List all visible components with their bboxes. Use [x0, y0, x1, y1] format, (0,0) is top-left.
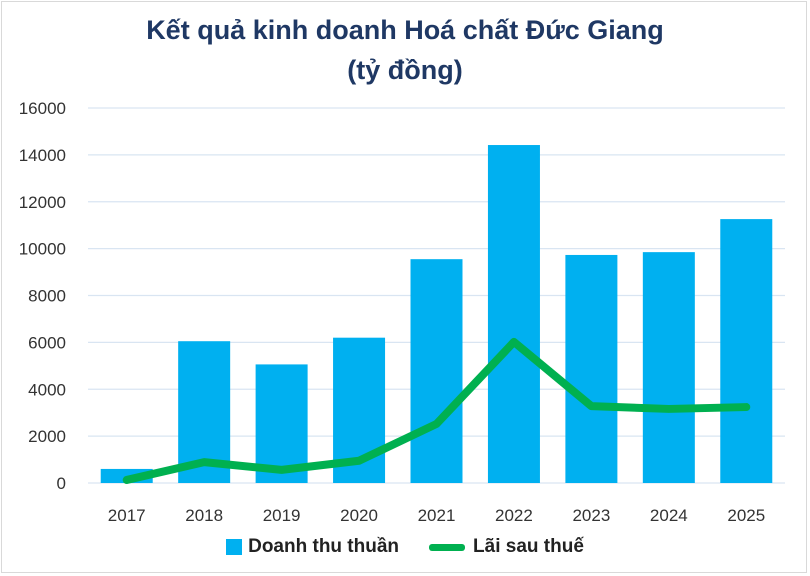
x-tick-label: 2025	[727, 506, 765, 525]
bar-2023	[565, 254, 618, 483]
bar-2021	[410, 259, 463, 483]
legend: Doanh thu thuần Lãi sau thuế	[0, 536, 810, 558]
x-tick-label: 2020	[340, 506, 378, 525]
x-tick-label: 2017	[108, 506, 146, 525]
x-tick-label: 2021	[418, 506, 456, 525]
legend-swatch-revenue	[226, 539, 243, 555]
x-tick-label: 2023	[572, 506, 610, 525]
x-tick-label: 2018	[185, 506, 223, 525]
y-tick-label: 6000	[28, 333, 66, 352]
bar-2025	[720, 219, 773, 483]
legend-label-revenue: Doanh thu thuần	[248, 536, 400, 557]
y-tick-label: 10000	[19, 240, 66, 259]
x-tick-label: 2022	[495, 506, 533, 525]
bar-2022	[487, 145, 540, 483]
bar-2019	[255, 364, 308, 483]
legend-swatch-profit	[429, 543, 466, 551]
chart-subtitle: (tỷ đồng)	[347, 55, 463, 85]
x-tick-label: 2024	[650, 506, 688, 525]
y-tick-label: 14000	[19, 146, 66, 165]
y-tick-label: 2000	[28, 427, 66, 446]
bar-2024	[642, 252, 695, 483]
x-tick-label: 2019	[263, 506, 301, 525]
y-tick-label: 12000	[19, 193, 66, 212]
y-tick-label: 4000	[28, 380, 66, 399]
y-tick-label: 8000	[28, 287, 66, 306]
y-tick-label: 16000	[19, 99, 66, 118]
chart-title: Kết quả kinh doanh Hoá chất Đức Giang	[146, 15, 664, 45]
y-tick-label: 0	[57, 474, 66, 493]
legend-label-profit: Lãi sau thuế	[473, 536, 584, 557]
